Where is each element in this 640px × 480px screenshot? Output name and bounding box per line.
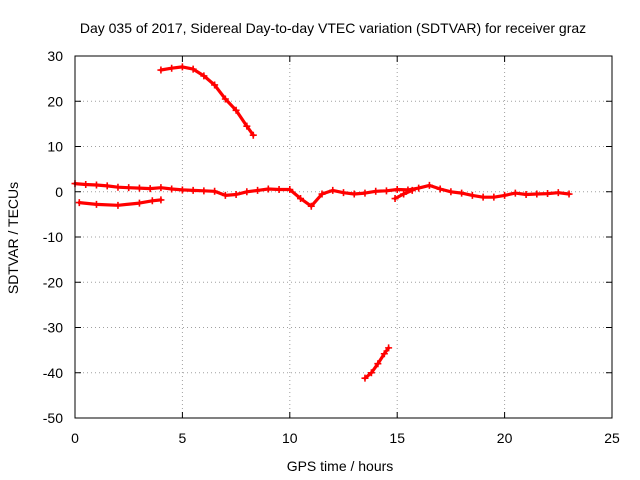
data-point — [232, 190, 240, 198]
data-point — [385, 344, 393, 352]
data-point — [189, 186, 197, 194]
plot-series — [71, 63, 573, 382]
y-tick-label: -50 — [43, 410, 63, 426]
data-point — [447, 188, 455, 196]
x-tick-label: 20 — [497, 430, 513, 446]
data-point — [249, 131, 257, 139]
data-point — [114, 201, 122, 209]
data-point — [436, 185, 444, 193]
x-tick-label: 25 — [604, 430, 620, 446]
data-point — [168, 185, 176, 193]
data-point — [243, 188, 251, 196]
data-point — [522, 190, 530, 198]
y-tick-label: -40 — [43, 365, 63, 381]
data-point — [565, 190, 573, 198]
data-point — [350, 190, 358, 198]
data-point — [367, 369, 375, 377]
data-point — [200, 72, 208, 80]
data-point — [372, 187, 380, 195]
data-point — [468, 191, 476, 199]
data-point — [554, 189, 562, 197]
data-point — [178, 63, 186, 71]
data-point — [135, 184, 143, 192]
x-tick-label: 10 — [282, 430, 298, 446]
data-point — [254, 186, 262, 194]
y-tick-label: 0 — [55, 184, 63, 200]
data-point — [243, 122, 251, 130]
axis-ticks: 0 5 10 15 20 25 30 20 10 0 -10 -20 -30 -40 -50 — [43, 48, 620, 446]
series-line-lower-early — [77, 198, 163, 207]
y-tick-label: -10 — [43, 229, 63, 245]
data-point — [544, 190, 552, 198]
x-axis-title: GPS time / hours — [287, 458, 394, 474]
data-point — [286, 185, 294, 193]
y-tick-label: 10 — [47, 139, 63, 155]
data-point — [400, 190, 408, 198]
data-point — [157, 184, 165, 192]
data-point — [408, 186, 416, 194]
data-point — [318, 190, 326, 198]
data-point — [479, 193, 487, 201]
x-tick-label: 0 — [71, 430, 79, 446]
y-tick-label: -20 — [43, 274, 63, 290]
data-point — [75, 199, 83, 207]
data-point — [340, 189, 347, 197]
data-point — [92, 200, 100, 208]
data-point — [415, 184, 423, 192]
data-point — [490, 193, 498, 201]
y-tick-label: -30 — [43, 320, 63, 336]
series-line-high-arc — [159, 65, 255, 137]
data-point — [189, 65, 197, 73]
data-point — [361, 374, 369, 382]
data-point — [211, 187, 219, 195]
data-point — [157, 66, 165, 74]
data-point — [297, 195, 305, 203]
data-point — [307, 202, 315, 210]
data-point — [146, 185, 154, 193]
grid — [75, 56, 612, 418]
data-point — [232, 106, 240, 114]
data-point — [157, 196, 165, 204]
y-tick-label: 20 — [47, 93, 63, 109]
data-point — [391, 195, 399, 203]
data-point — [114, 183, 122, 191]
data-point — [361, 189, 369, 197]
data-point — [82, 181, 90, 189]
data-point — [382, 187, 390, 195]
data-point — [264, 185, 272, 193]
data-point — [329, 186, 337, 194]
data-point — [168, 64, 176, 72]
data-point — [533, 190, 541, 198]
x-tick-label: 5 — [179, 430, 187, 446]
data-point — [393, 185, 401, 193]
data-point — [221, 191, 229, 199]
data-point — [178, 186, 186, 194]
data-point — [501, 191, 509, 199]
data-point — [103, 182, 111, 190]
data-point — [200, 187, 208, 195]
data-point — [275, 185, 283, 193]
data-point — [211, 81, 219, 89]
data-point — [221, 95, 229, 103]
data-point — [125, 184, 133, 192]
y-tick-label: 30 — [47, 48, 63, 64]
x-tick-label: 15 — [389, 430, 405, 446]
data-point — [135, 199, 143, 207]
chart-title: Day 035 of 2017, Sidereal Day-to-day VTE… — [80, 20, 586, 36]
data-point — [92, 181, 100, 189]
data-point — [425, 181, 433, 189]
data-point — [458, 189, 466, 197]
y-axis-title: SDTVAR / TECUs — [5, 182, 21, 294]
data-point — [374, 360, 382, 368]
data-point — [148, 197, 156, 205]
data-point — [380, 350, 388, 358]
data-point — [511, 189, 519, 197]
